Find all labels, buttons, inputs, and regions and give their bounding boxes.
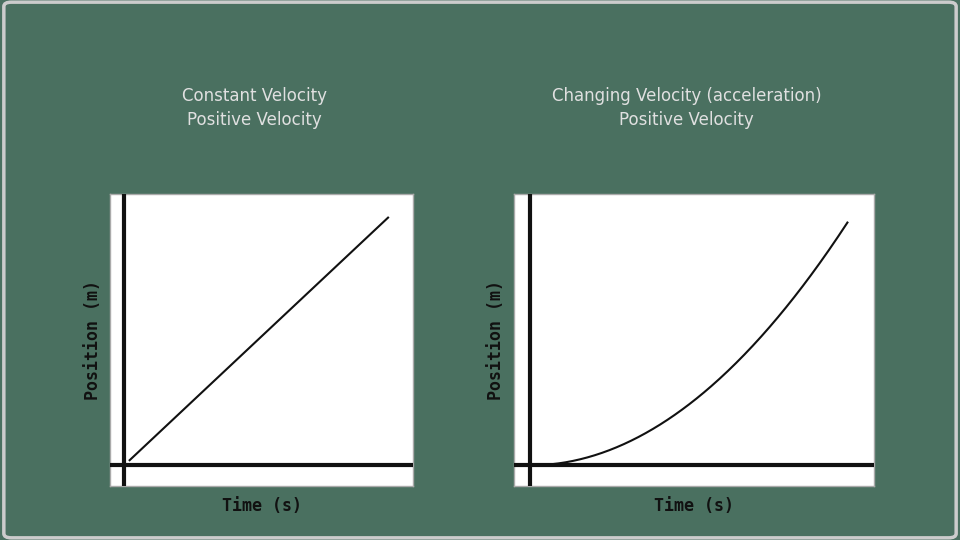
X-axis label: Time (s): Time (s) [654,497,733,515]
Text: Constant Velocity
Positive Velocity: Constant Velocity Positive Velocity [181,87,327,129]
X-axis label: Time (s): Time (s) [222,497,301,515]
Text: Changing Velocity (acceleration)
Positive Velocity: Changing Velocity (acceleration) Positiv… [552,87,821,129]
Y-axis label: Position (m): Position (m) [84,280,102,400]
Y-axis label: Position (m): Position (m) [488,280,505,400]
